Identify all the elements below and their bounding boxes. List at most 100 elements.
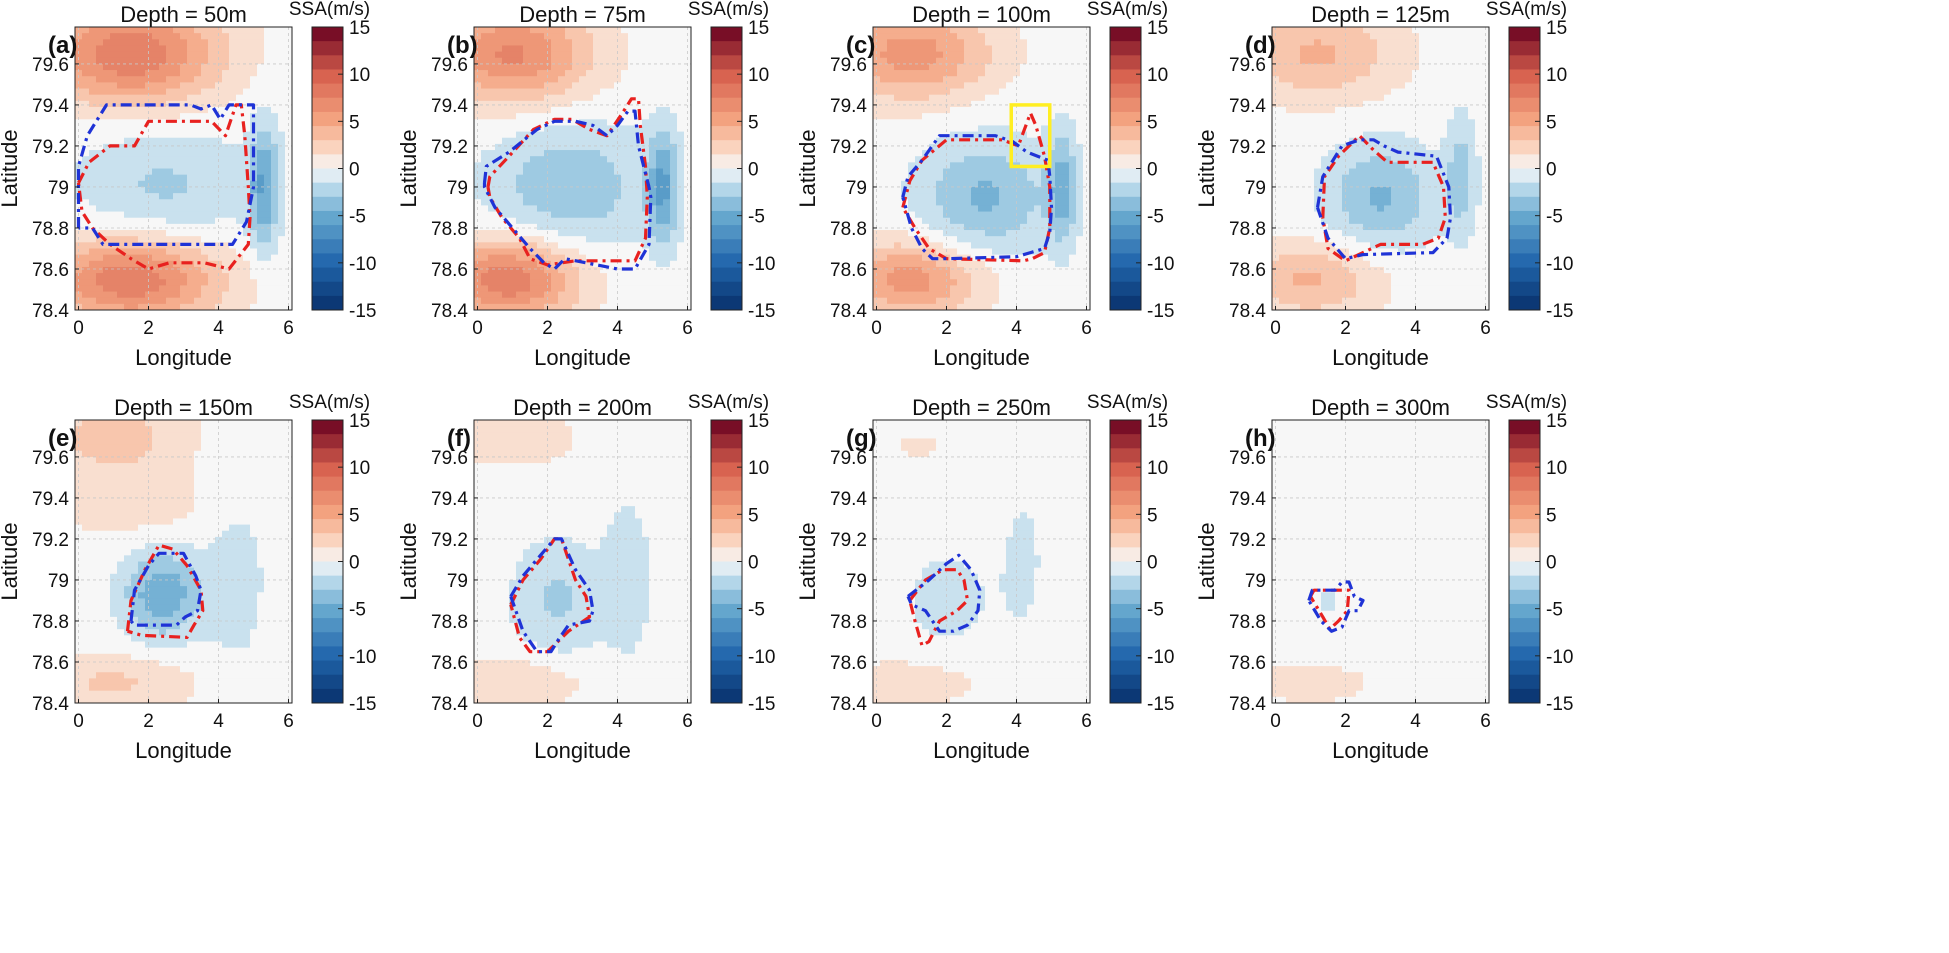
heat-cell [523,119,531,127]
heat-cell [201,88,209,96]
heat-cell [138,76,146,83]
heat-cell [908,285,916,293]
heat-cell [628,70,636,77]
heat-cell [950,51,958,59]
heat-cell [971,279,979,286]
heat-cell [929,168,937,176]
heat-cell [278,119,286,127]
heat-cell [964,279,972,286]
heat-cell [642,33,650,40]
heat-cell [502,236,510,243]
heat-cell [908,119,916,127]
heat-cell [1279,156,1287,163]
heat-cell [82,230,90,237]
heat-cell [1321,51,1329,59]
heat-cell [579,70,587,77]
heat-cell [236,168,244,176]
colorbar-tick-label: 0 [748,160,759,181]
heat-cell [957,88,965,96]
heat-cell [271,205,279,213]
heat-cell [166,211,174,219]
heat-cell [131,266,139,274]
heat-cell [243,27,251,34]
heat-cell [663,143,671,151]
heat-cell [537,113,545,120]
heat-cell [509,193,517,200]
heat-cell [264,193,272,200]
heat-cell [537,33,545,40]
heat-cell [82,248,90,256]
heat-cell [1279,27,1287,34]
heat-cell [999,248,1007,256]
heat-cell [481,186,489,194]
heat-cell [600,248,608,256]
heat-cell [929,162,937,170]
heat-cell [957,125,965,133]
heat-cell [1279,205,1287,213]
heat-cell [495,205,503,213]
heat-cell [530,230,538,237]
heat-cell [915,248,923,256]
heat-cell [516,242,524,250]
heat-cell [950,150,958,157]
heat-cell [488,162,496,170]
heat-cell [1027,76,1035,83]
heat-cell [551,51,559,59]
heat-cell [873,254,881,262]
heat-cell [908,45,916,53]
heat-cell [516,156,524,163]
heat-cell [229,119,237,127]
heat-cell [474,100,482,108]
heat-cell [229,303,237,310]
heat-cell [565,279,573,286]
heat-cell [75,125,83,133]
heat-cell [894,223,902,231]
heat-cell [572,156,580,163]
heat-cell [1335,297,1343,305]
heat-cell [194,45,202,53]
heat-cell [488,57,496,65]
heat-cell [495,273,503,280]
heat-cell [208,82,216,90]
heat-cell [642,76,650,83]
heat-cell [152,106,160,114]
heat-cell [159,51,167,59]
heat-cell [572,242,580,250]
heat-cell [229,180,237,188]
heat-cell [110,113,118,120]
heat-cell [544,131,552,139]
heat-cell [1314,186,1322,194]
heat-cell [103,137,111,145]
heat-cell [1041,273,1049,280]
heat-cell [565,211,573,219]
heat-cell [1083,51,1090,59]
heat-cell [537,70,545,77]
heat-cell [614,285,622,293]
heat-cell [1272,119,1280,127]
heat-cell [271,162,279,170]
heat-cell [1328,242,1336,250]
heat-cell [936,303,944,310]
axes-frame [74,26,293,311]
heat-cell [523,94,531,102]
heat-cell [908,82,916,90]
heat-cell [516,106,524,114]
heat-cell [82,260,90,268]
heat-cell [488,119,496,127]
heat-cell [1055,285,1063,293]
heat-cell [180,137,188,145]
heat-cell [544,63,552,71]
heat-cell [999,199,1007,207]
heat-cell [1335,199,1343,207]
heat-cell [600,70,608,77]
heat-cell [656,143,664,151]
heat-cell [677,174,685,182]
heat-cell [908,248,916,256]
heat-cell [523,291,531,299]
heat-cell [551,174,559,182]
heat-cell [236,63,244,71]
heat-cell [621,51,629,59]
heat-cell [257,82,265,90]
heat-cell [663,82,671,90]
